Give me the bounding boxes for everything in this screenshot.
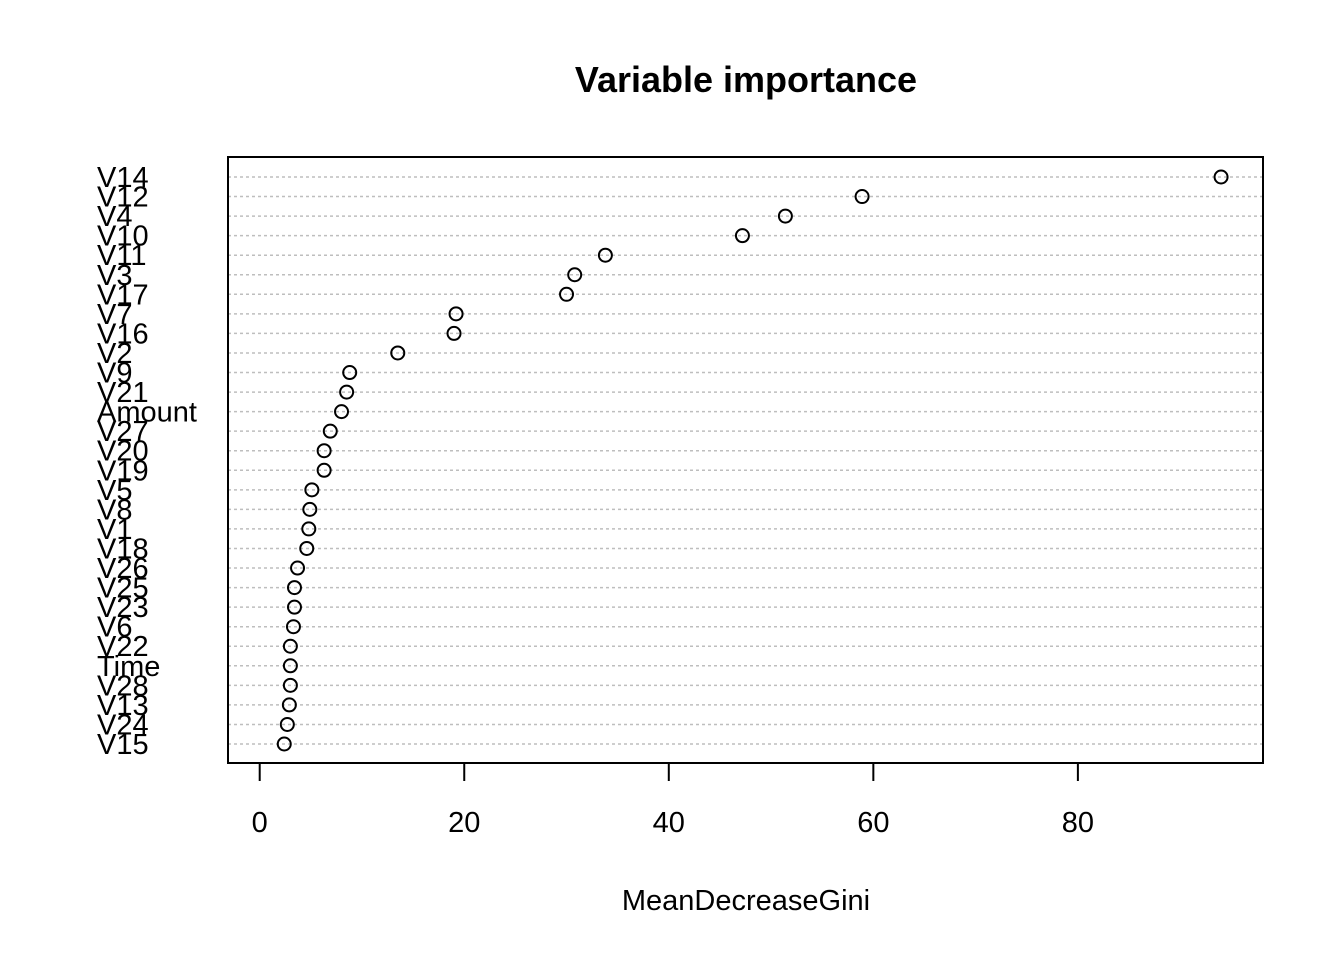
- x-tick-label: 60: [857, 807, 889, 839]
- category-label: V27: [97, 416, 149, 448]
- category-label: V9: [97, 358, 132, 390]
- data-point: [285, 619, 301, 635]
- category-label: V20: [97, 436, 149, 468]
- data-point: [282, 638, 298, 654]
- category-label: V22: [97, 631, 149, 663]
- plot-frame: [227, 156, 1264, 764]
- data-point: [339, 384, 355, 400]
- data-point: [276, 736, 292, 752]
- data-point: [282, 658, 298, 674]
- category-label: V15: [97, 729, 149, 761]
- category-label: V18: [97, 533, 149, 565]
- category-label: V5: [97, 475, 132, 507]
- category-label: V16: [97, 318, 149, 350]
- category-label: Time: [97, 651, 160, 683]
- data-point: [390, 345, 406, 361]
- category-label: V23: [97, 592, 149, 624]
- category-label: V12: [97, 182, 149, 214]
- data-point: [777, 208, 793, 224]
- data-point: [299, 540, 315, 556]
- data-point: [734, 228, 750, 244]
- data-point: [290, 560, 306, 576]
- data-point: [286, 580, 302, 596]
- data-point: [322, 423, 338, 439]
- x-axis: 0 20 40 60 80: [252, 762, 1094, 839]
- category-label: V2: [97, 338, 132, 370]
- data-point: [342, 365, 358, 381]
- data-point: [597, 247, 613, 263]
- category-label: V24: [97, 709, 149, 741]
- category-label: V25: [97, 573, 149, 605]
- category-label: V10: [97, 221, 149, 253]
- category-label: V28: [97, 670, 149, 702]
- data-point: [286, 599, 302, 615]
- x-tick-label: 80: [1062, 807, 1094, 839]
- x-tick-label: 20: [448, 807, 480, 839]
- data-point: [301, 521, 317, 537]
- x-axis-label: MeanDecreaseGini: [622, 885, 870, 917]
- data-points: [276, 169, 1229, 752]
- grid-lines: [228, 176, 1263, 745]
- data-point: [559, 286, 575, 302]
- chart-title: Variable importance: [575, 59, 917, 100]
- data-point: [448, 306, 464, 322]
- data-point: [316, 462, 332, 478]
- category-label: V19: [97, 455, 149, 487]
- category-label: V1: [97, 514, 132, 546]
- data-point: [446, 325, 462, 341]
- category-label: V14: [97, 162, 149, 194]
- category-label: V6: [97, 612, 132, 644]
- category-label: V11: [97, 240, 146, 272]
- x-tick-label: 40: [653, 807, 685, 839]
- category-label: V3: [97, 260, 132, 292]
- data-point: [1213, 169, 1229, 185]
- data-point: [334, 404, 350, 420]
- data-point: [282, 677, 298, 693]
- category-label: V13: [97, 690, 149, 722]
- data-point: [316, 443, 332, 459]
- data-point: [302, 501, 318, 517]
- x-tick-label: 0: [252, 807, 268, 839]
- category-label: V26: [97, 553, 149, 585]
- category-label: V17: [97, 279, 149, 311]
- category-label: V4: [97, 201, 132, 233]
- category-label: V8: [97, 494, 132, 526]
- category-labels: V14V12V4V10V11V3V17V7V16V2V9V21AmountV27…: [97, 162, 197, 761]
- data-point: [854, 189, 870, 205]
- category-label: Amount: [97, 397, 197, 429]
- data-point: [281, 697, 297, 713]
- category-label: V21: [97, 377, 149, 409]
- data-point: [567, 267, 583, 283]
- data-point: [304, 482, 320, 498]
- data-point: [279, 716, 295, 732]
- category-label: V7: [97, 299, 132, 331]
